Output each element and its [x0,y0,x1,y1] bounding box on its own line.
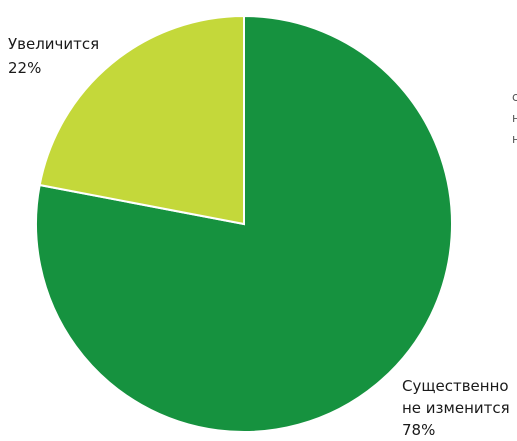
clipped-text-line: н [512,132,517,146]
slice-increase [38,14,245,226]
pie-slices [35,14,453,433]
slice-decrease-none [35,14,453,433]
clipped-text-line: с [512,90,517,104]
label-increase: Увеличится 22% [8,35,99,77]
clipped-side-text: с н н [512,90,517,146]
slice-percent-label: 78% [402,421,435,439]
slice-label-line-1: Существенно [402,377,509,395]
slice-label-line-1: Увеличится [8,35,99,53]
slice-label-line-2: не изменится [402,399,510,417]
clipped-text-line: н [512,111,517,125]
label-decrease-none: Существенно не изменится 78% [402,377,510,439]
slice-percent-label: 22% [8,59,41,77]
